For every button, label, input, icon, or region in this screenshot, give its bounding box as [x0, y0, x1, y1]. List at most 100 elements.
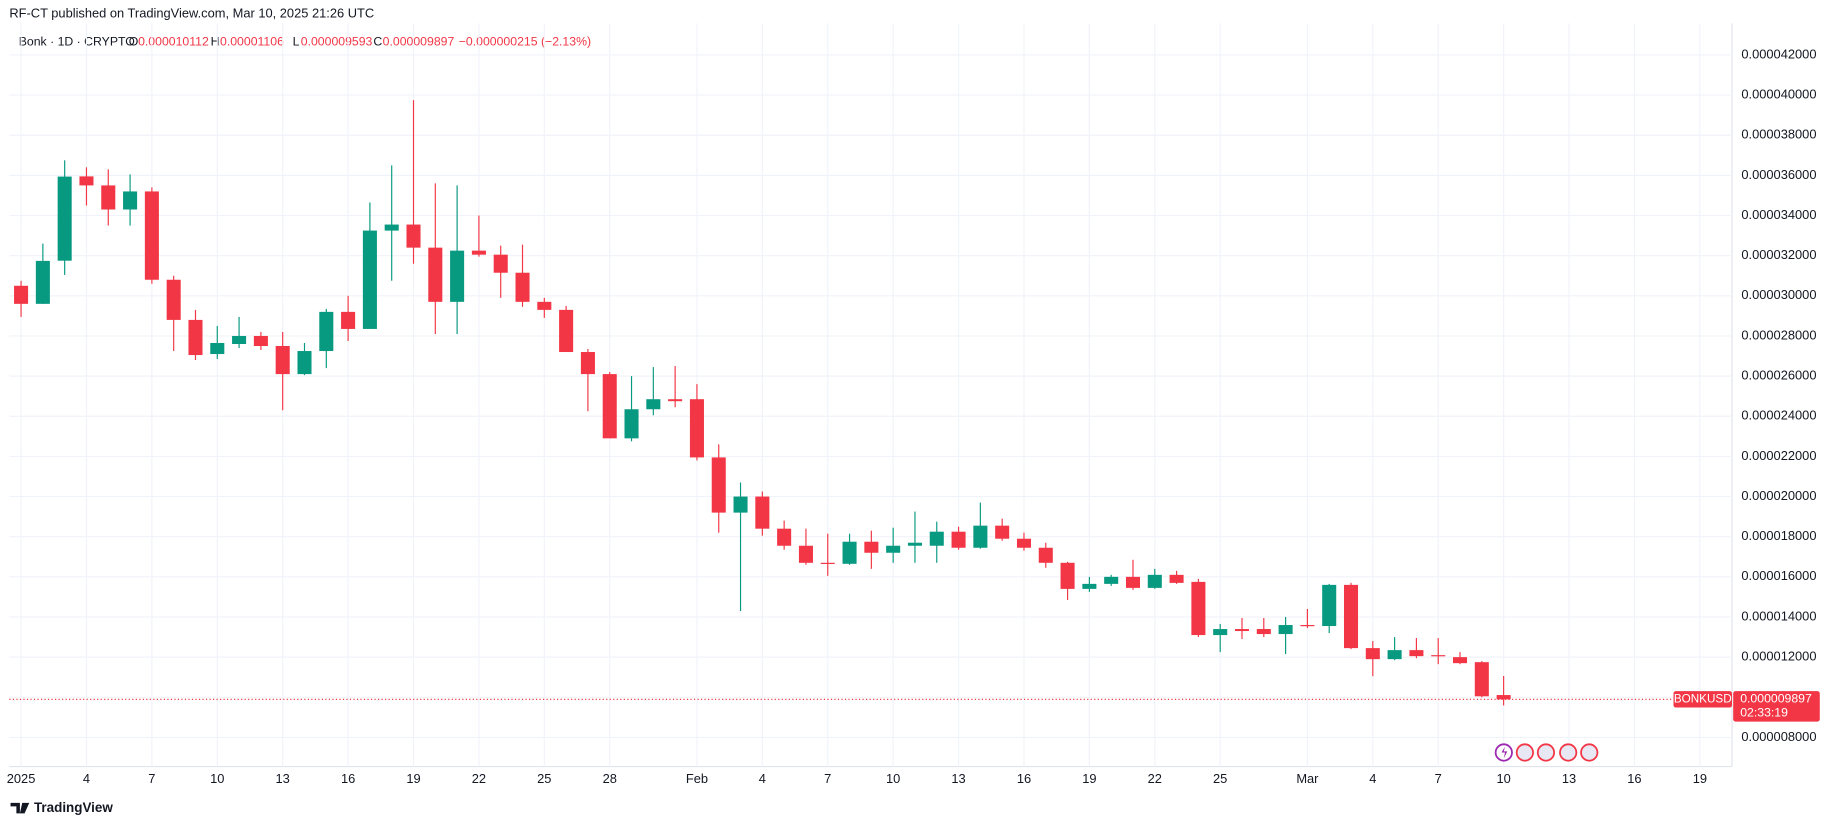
x-tick-label: 28: [603, 771, 617, 786]
y-tick-label: 0.000022000: [1741, 448, 1816, 463]
candle-body: [995, 525, 1010, 539]
candle-body: [1169, 574, 1184, 583]
y-tick-label: 0.000036000: [1741, 167, 1816, 182]
candle-body: [907, 542, 922, 546]
candle-body: [1496, 695, 1511, 700]
x-tick-label: 25: [1213, 771, 1227, 786]
candle-body: [1234, 629, 1250, 632]
price-tag-value: 0.000009897: [1740, 692, 1812, 706]
candle-body: [1256, 629, 1271, 635]
x-tick-label: 4: [83, 771, 90, 786]
x-tick-label: 13: [1562, 771, 1576, 786]
y-tick-label: 0.000020000: [1741, 488, 1816, 503]
x-tick-label: 16: [1017, 771, 1031, 786]
candle-body: [450, 250, 465, 302]
candle-body: [1213, 629, 1228, 636]
x-tick-label: 13: [951, 771, 965, 786]
x-tick-label: 22: [472, 771, 486, 786]
candle-body: [1452, 657, 1468, 664]
candle-body: [341, 311, 356, 329]
ticker-text: BONKUSD: [1674, 692, 1732, 705]
candle-body: [406, 224, 421, 248]
x-tick-label: 10: [210, 771, 224, 786]
candle-body: [602, 374, 617, 439]
x-tick-label: 19: [406, 771, 420, 786]
brand-name: TradingView: [34, 800, 113, 815]
candle-body: [384, 224, 399, 231]
flag[interactable]: [1559, 743, 1578, 762]
candle-body: [123, 191, 138, 210]
candle-body: [1060, 562, 1075, 589]
candle-body: [253, 335, 268, 347]
low-label: L: [293, 34, 300, 48]
x-tick-label: 7: [824, 771, 831, 786]
open-label: O: [129, 34, 139, 48]
candle-body: [275, 346, 290, 375]
price-tag: [1733, 691, 1820, 722]
high-label: H: [211, 34, 220, 48]
y-tick-label: 0.000018000: [1741, 528, 1816, 543]
candle-body: [842, 541, 857, 564]
candle-body: [689, 399, 704, 458]
candle-body: [1300, 625, 1315, 627]
candle-body: [79, 176, 94, 186]
candle-body: [1016, 538, 1031, 548]
symbol: Bonk · 1D · CRYPTO: [19, 34, 135, 48]
candle-body: [493, 254, 508, 273]
candle-body: [515, 272, 530, 302]
y-tick-label: 0.000024000: [1741, 408, 1816, 423]
close-value: 0.000009897: [383, 34, 455, 48]
x-tick-label: 25: [537, 771, 551, 786]
candle-body: [668, 399, 683, 402]
change: −0.000000215 (−2.13%): [459, 34, 591, 48]
candle-body: [1431, 655, 1446, 657]
candle-body: [559, 309, 574, 353]
flag[interactable]: [1580, 743, 1599, 762]
close-label: C: [373, 34, 382, 48]
candle-body: [1343, 584, 1359, 649]
candle-body: [1147, 574, 1162, 588]
candle-body: [471, 250, 486, 255]
candle-body: [57, 176, 72, 261]
x-tick-label: Mar: [1296, 771, 1319, 786]
flag[interactable]: [1536, 743, 1556, 762]
candle-body: [798, 545, 813, 563]
candle-body: [973, 525, 988, 548]
x-tick-label: 4: [759, 771, 766, 786]
candle-body: [755, 496, 770, 529]
y-tick-label: 0.000038000: [1741, 127, 1816, 142]
x-tick-label: 2025: [7, 771, 36, 786]
x-tick-label: Feb: [686, 771, 708, 786]
y-tick-label: 0.000028000: [1741, 327, 1816, 342]
flag-icon: [1501, 746, 1508, 759]
candle-body: [1082, 583, 1097, 589]
flag[interactable]: [1515, 743, 1534, 762]
candle-body: [580, 352, 595, 375]
candle-body: [362, 230, 377, 329]
candle-body: [319, 311, 334, 352]
candle-body: [929, 531, 944, 546]
candle-body: [14, 285, 29, 304]
event-flags[interactable]: [1494, 743, 1599, 762]
y-tick-label: 0.000026000: [1741, 368, 1816, 383]
y-tick-label: 0.000016000: [1741, 568, 1816, 583]
legend: Bonk · 1D · CRYPTO O 0.000010112 H 0.000…: [19, 34, 591, 48]
candle-body: [1104, 576, 1119, 584]
y-tick-label: 0.000014000: [1741, 608, 1816, 623]
candle-body: [1322, 584, 1337, 627]
x-tick-label: 22: [1148, 771, 1162, 786]
y-tick-label: 0.000012000: [1741, 649, 1816, 664]
x-tick-label: 16: [1627, 771, 1641, 786]
countdown: 02:33:19: [1740, 706, 1788, 720]
candle-body: [232, 335, 247, 344]
candle-body: [820, 562, 835, 564]
x-tick-label: 13: [276, 771, 290, 786]
x-tick-label: 7: [148, 771, 155, 786]
candle-body: [1409, 650, 1424, 657]
published-line: RF-CT published on TradingView.com, Mar …: [9, 5, 374, 20]
y-tick-label: 0.000030000: [1741, 287, 1816, 302]
candle-body: [951, 531, 966, 548]
x-tick-label: 10: [1496, 771, 1510, 786]
